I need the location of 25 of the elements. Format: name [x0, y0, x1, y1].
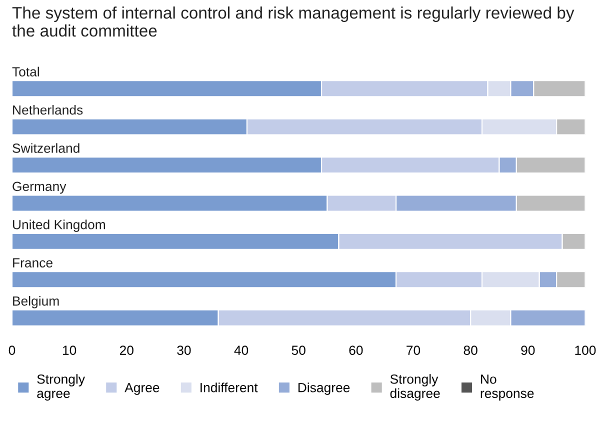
- x-tick-label: 90: [521, 346, 535, 355]
- x-tick-label: 70: [406, 346, 420, 355]
- y-tick-label: Germany: [12, 182, 66, 194]
- y-tick-label: Total: [12, 66, 39, 76]
- legend-label: Strongly agree: [37, 374, 85, 401]
- chart-title: The system of internal control and risk management is regularly reviewed by the audit committee: [12, 6, 574, 37]
- x-tick-label: 40: [234, 346, 248, 355]
- x-tick-label: 30: [177, 346, 191, 355]
- y-tick-label: France: [13, 258, 52, 268]
- y-tick-label: Switzerland: [12, 143, 80, 153]
- x-tick-label: 20: [120, 346, 134, 355]
- x-tick-label: 100: [575, 346, 596, 355]
- x-tick-label: 0: [8, 346, 16, 355]
- x-tick-label: 10: [62, 346, 76, 355]
- legend-label: No response: [480, 374, 534, 401]
- legend-label: Indifferent: [200, 382, 258, 392]
- x-tick-label: 50: [292, 346, 306, 355]
- y-tick-label: United Kingdom: [13, 220, 105, 232]
- x-tick-label: 60: [349, 346, 363, 355]
- legend-label: Agree: [124, 383, 160, 395]
- legend-label: Strongly disagree: [390, 374, 440, 401]
- y-tick-label: Netherlands: [13, 104, 83, 115]
- x-tick-label: 80: [464, 346, 478, 355]
- legend-label: Disagree: [298, 382, 350, 395]
- y-tick-label: Belgium: [13, 296, 59, 308]
